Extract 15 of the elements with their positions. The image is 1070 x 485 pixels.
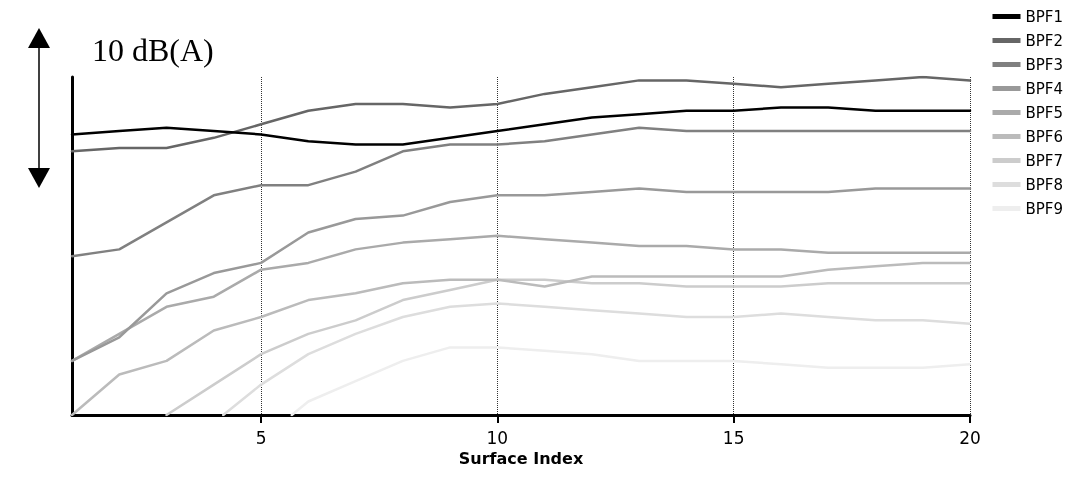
legend-label: BPF8: [1025, 175, 1064, 194]
x-tick-label: 15: [722, 427, 745, 448]
legend-label: BPF3: [1025, 55, 1064, 74]
legend-label: BPF7: [1025, 151, 1064, 170]
x-tick-label: 10: [486, 427, 509, 448]
x-tick-label: 20: [959, 427, 981, 448]
x-tick-label: 5: [255, 427, 267, 448]
legend-label: BPF5: [1025, 103, 1064, 122]
text: 10 dB(A): [92, 32, 214, 69]
x-axis-title: Surface Index: [458, 449, 584, 469]
legend-label: BPF2: [1025, 31, 1064, 50]
legend-label: BPF9: [1025, 199, 1064, 218]
legend-label: BPF1: [1025, 7, 1064, 26]
legend-label: BPF4: [1025, 79, 1064, 98]
legend-label: BPF6: [1025, 127, 1064, 146]
